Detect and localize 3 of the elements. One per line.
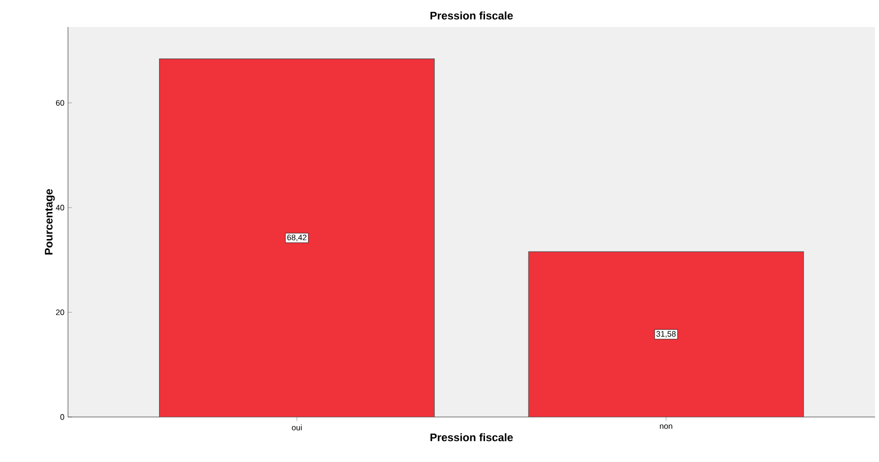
y-axis-title: Pourcentage <box>44 189 55 254</box>
x-axis-title: Pression fiscale <box>430 433 513 442</box>
chart-title: Pression fiscale <box>430 11 513 20</box>
